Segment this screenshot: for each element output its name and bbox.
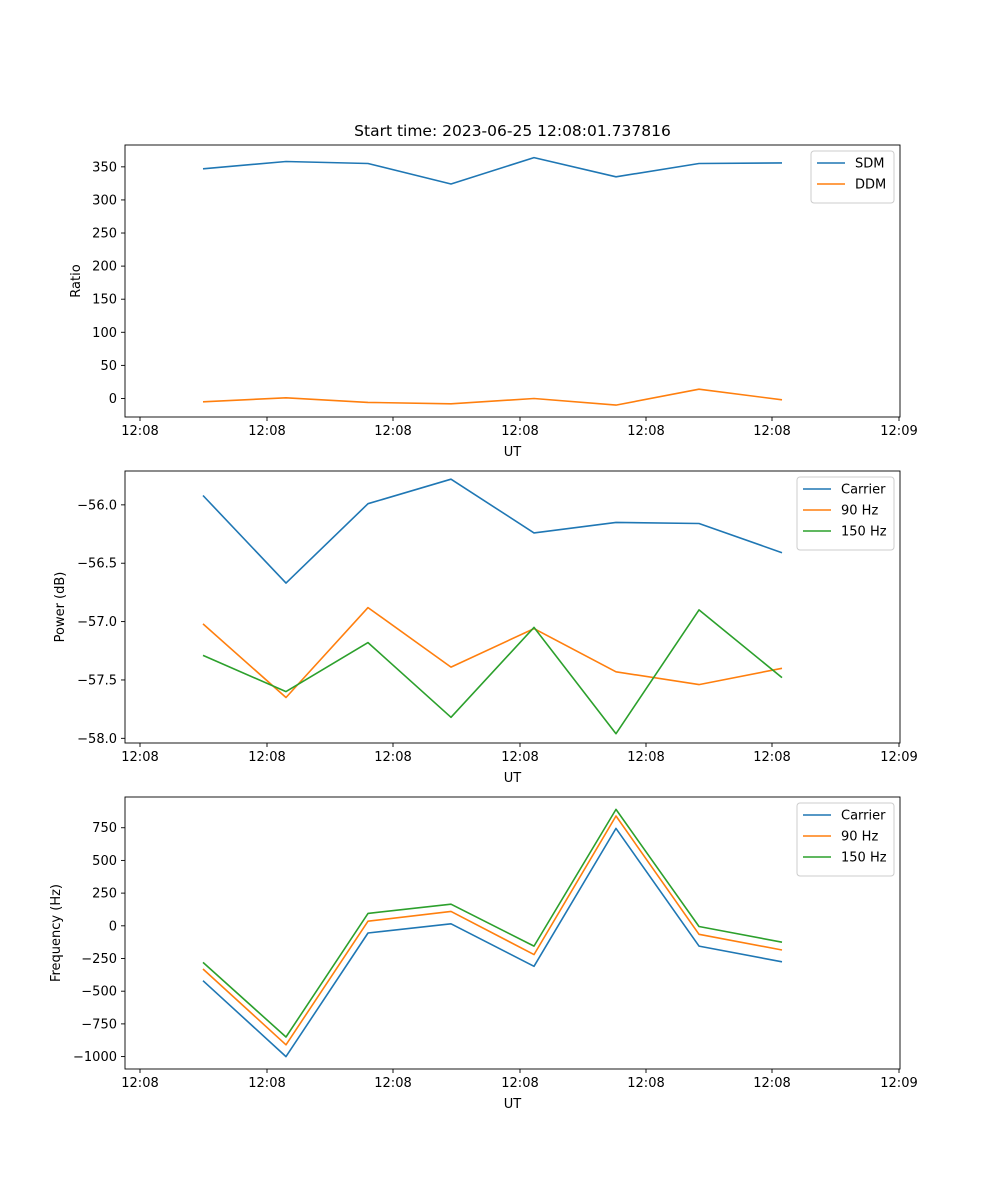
y-tick-label: −57.5	[77, 673, 117, 688]
plot-frame	[124, 796, 901, 1070]
panel-1: 12:08 12:08 12:08 12:08 12:08 12:08 12:09 UT 0 50…	[69, 144, 918, 460]
x-tick-label: 12:08	[374, 424, 411, 439]
x-tick-label: 12:08	[501, 1076, 538, 1091]
y-axis-label: Power (dB)	[53, 572, 68, 643]
series-line-carrier	[202, 478, 783, 584]
x-axis-label: UT	[504, 771, 522, 786]
x-tick-label: 12:08	[501, 424, 538, 439]
y-tick-label: 250	[92, 227, 117, 242]
x-axis-label: UT	[504, 445, 522, 460]
y-tick-label: 500	[92, 854, 117, 869]
x-tick-label: 12:08	[627, 1076, 664, 1091]
legend-label: Carrier	[841, 483, 886, 498]
x-tick-label: 12:09	[880, 424, 917, 439]
legend-label: 90 Hz	[841, 504, 878, 519]
y-tick-label: −56.5	[77, 557, 117, 572]
y-axis-label: Frequency (Hz)	[49, 884, 64, 982]
panel-3: 12:08 12:08 12:08 12:08 12:08 12:08 12:09 UT −10…	[49, 796, 918, 1112]
legend-label: 150 Hz	[841, 525, 887, 540]
legend-label: Carrier	[841, 809, 886, 824]
y-tick-label: −500	[81, 985, 117, 1000]
y-tick-label: 250	[92, 887, 117, 902]
series-line-150-hz	[202, 808, 783, 1038]
series-line-90-hz	[202, 815, 783, 1046]
series-line-ddm	[202, 388, 783, 406]
y-tick-label: 300	[92, 193, 117, 208]
x-tick-label: 12:08	[248, 1076, 285, 1091]
y-tick-label: 0	[109, 392, 117, 407]
y-tick-label: −750	[81, 1017, 117, 1032]
x-tick-label: 12:08	[753, 424, 790, 439]
y-tick-label: 200	[92, 260, 117, 275]
legend: Carrier 90 Hz 150 Hz	[796, 802, 895, 877]
y-tick-label: −56.0	[77, 498, 117, 513]
panels: 12:08 12:08 12:08 12:08 12:08 12:08 12:09 UT 0 50…	[49, 144, 918, 1112]
legend: SDM DDM	[810, 150, 895, 204]
x-tick-label: 12:09	[880, 750, 917, 765]
x-tick-label: 12:08	[121, 1076, 158, 1091]
y-tick-label: −1000	[73, 1050, 117, 1065]
plot-frame	[124, 470, 901, 744]
x-tick-label: 12:08	[121, 750, 158, 765]
x-tick-label: 12:08	[627, 750, 664, 765]
y-tick-label: 0	[109, 919, 117, 934]
legend-box	[810, 150, 895, 204]
x-tick-label: 12:08	[121, 424, 158, 439]
x-tick-label: 12:08	[501, 750, 538, 765]
y-tick-label: 100	[92, 326, 117, 341]
legend-label: DDM	[855, 178, 886, 193]
x-tick-label: 12:08	[374, 750, 411, 765]
x-tick-label: 12:08	[753, 750, 790, 765]
y-axis-label: Ratio	[69, 264, 84, 297]
x-tick-label: 12:08	[248, 424, 285, 439]
legend: Carrier 90 Hz 150 Hz	[796, 476, 895, 551]
x-tick-label: 12:08	[248, 750, 285, 765]
plot-frame	[124, 144, 901, 418]
x-tick-label: 12:08	[627, 424, 664, 439]
y-tick-label: −58.0	[77, 732, 117, 747]
panel-2: 12:08 12:08 12:08 12:08 12:08 12:08 12:09 UT −58…	[53, 470, 918, 786]
legend-label: SDM	[855, 157, 884, 172]
y-tick-label: 50	[100, 359, 117, 374]
legend-label: 90 Hz	[841, 830, 878, 845]
x-tick-label: 12:08	[753, 1076, 790, 1091]
x-axis-label: UT	[504, 1097, 522, 1112]
x-tick-label: 12:09	[880, 1076, 917, 1091]
legend-label: 150 Hz	[841, 851, 887, 866]
y-tick-label: 750	[92, 821, 117, 836]
y-tick-label: −57.0	[77, 615, 117, 630]
figure-title: Start time: 2023-06-25 12:08:01.737816	[354, 122, 671, 140]
y-tick-label: 150	[92, 293, 117, 308]
series-line-150-hz	[202, 609, 783, 735]
series-line-sdm	[202, 156, 783, 185]
y-tick-label: 350	[92, 160, 117, 175]
series-line-carrier	[202, 827, 783, 1058]
x-tick-label: 12:08	[374, 1076, 411, 1091]
y-tick-label: −250	[81, 952, 117, 967]
